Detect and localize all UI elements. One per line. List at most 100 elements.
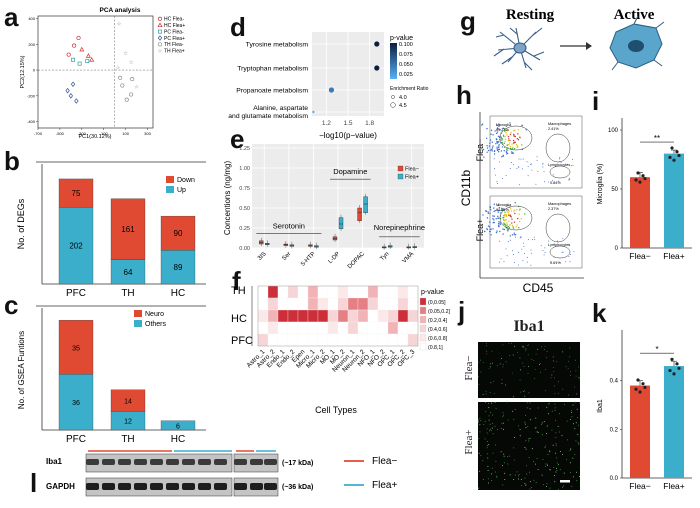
flow-event-dot xyxy=(544,252,546,254)
pca-scatter-chart: PCA analysis -700 -500 -300 -100 100 300 -400 -… xyxy=(20,7,185,140)
heatmap-legend-label: (0.6,0.8] xyxy=(428,336,448,342)
iba1-signal-dot xyxy=(543,421,545,423)
iba1-signal-dot xyxy=(493,381,495,383)
flow-event-dot xyxy=(496,142,499,144)
flow-event-dot xyxy=(510,208,512,210)
iba1-signal-dot xyxy=(551,429,553,431)
legend-label: Up xyxy=(177,187,186,194)
iba1-signal-dot xyxy=(509,474,511,476)
iba1-signal-dot xyxy=(569,347,571,349)
pca-point xyxy=(129,92,134,97)
iba1-signal-dot xyxy=(528,392,530,394)
flow-event-dot xyxy=(505,174,507,176)
flow-event-dot xyxy=(513,262,515,264)
flow-event-dot xyxy=(489,208,492,211)
flow-event-dot xyxy=(505,248,507,250)
iba1-signal-dot xyxy=(532,461,534,463)
iba1-signal-dot xyxy=(527,345,529,347)
iba1-signal-dot xyxy=(485,411,487,413)
iba1-signal-dot xyxy=(534,378,536,379)
heatmap-cell xyxy=(407,309,419,323)
pathway-colorbar-tick: 0.100 xyxy=(399,42,413,48)
flow-event-dot xyxy=(565,261,567,263)
box-ytick-label: 1.00 xyxy=(239,166,250,172)
iba1-signal-dot xyxy=(500,451,502,453)
iba1-signal-dot xyxy=(518,425,520,427)
panel-label-f: f xyxy=(232,266,241,296)
heatmap-cell xyxy=(387,297,399,311)
flow-event-dot xyxy=(530,264,532,266)
flow-event-dot xyxy=(482,214,484,216)
iba1-signal-dot xyxy=(505,384,507,386)
iba1-signal-dot xyxy=(502,412,504,414)
iba1-signal-dot xyxy=(493,393,495,394)
flow-event-dot xyxy=(487,212,490,215)
iba1-signal-dot xyxy=(529,471,531,473)
iba1-signal-dot xyxy=(501,382,503,384)
iba1-signal-dot xyxy=(505,361,507,363)
iba1-signal-dot xyxy=(540,423,542,425)
iba1-signal-dot xyxy=(571,410,573,412)
flow-event-dot xyxy=(511,151,513,153)
heatmap-cell xyxy=(267,285,279,299)
flow-event-dot xyxy=(514,212,516,215)
flow-event-dot xyxy=(494,167,496,169)
iba1-signal-dot xyxy=(496,365,498,366)
flow-event-dot xyxy=(496,146,498,148)
pca-point xyxy=(71,57,75,62)
flow-event-dot xyxy=(520,236,522,238)
iba1-signal-dot xyxy=(569,371,571,373)
band-gapdh xyxy=(182,483,195,490)
flow-event-dot xyxy=(569,179,571,181)
bottom-gate-lymphocytes-value: 0.61% xyxy=(550,261,561,265)
iba1-signal-dot xyxy=(529,481,531,483)
flow-event-dot xyxy=(542,166,544,168)
panel-label-d: d xyxy=(230,12,246,42)
flow-event-dot xyxy=(508,220,510,222)
box-ytick-label: 0.75 xyxy=(239,186,250,192)
iba1-signal-dot xyxy=(560,450,562,452)
flow-event-dot xyxy=(507,212,510,214)
data-point xyxy=(677,366,681,370)
iba1-signal-dot xyxy=(486,345,487,347)
heatmap-cell xyxy=(367,297,379,311)
pca-point: ☆ xyxy=(134,84,139,91)
pca-legend-marker: ☆ xyxy=(158,48,163,55)
flow-event-dot xyxy=(520,158,522,160)
band-iba1 xyxy=(166,459,179,465)
top-gate-macrophages-value: 2.41% xyxy=(548,127,559,131)
flow-event-dot xyxy=(506,130,509,132)
heatmap-cell xyxy=(307,321,319,335)
iba1-signal-dot xyxy=(513,478,515,480)
flow-event-dot xyxy=(522,158,524,160)
flow-event-dot xyxy=(508,224,511,226)
pca-legend-label: PC Flea+ xyxy=(164,36,185,42)
top-gate-microglia-label: Microglia xyxy=(496,123,512,127)
flow-event-dot xyxy=(491,148,493,151)
flow-event-dot xyxy=(503,219,506,222)
box-legend-label: Flea− xyxy=(405,167,419,173)
iba1-signal-dot xyxy=(555,437,557,439)
iba1-signal-dot xyxy=(535,427,537,429)
iba1-signal-dot xyxy=(554,475,556,477)
flow-event-dot xyxy=(506,134,508,136)
iba1-signal-dot xyxy=(523,346,525,348)
iba1-signal-dot xyxy=(483,424,485,426)
iba1-signal-dot xyxy=(541,346,543,348)
flow-event-dot xyxy=(498,225,500,228)
iba1-signal-dot xyxy=(486,428,488,430)
pca-point xyxy=(70,81,76,88)
pca-point xyxy=(89,57,95,62)
heatmap-cell xyxy=(257,321,269,335)
iba1-signal-dot xyxy=(526,407,528,409)
iba1-signal-dot xyxy=(513,437,515,439)
iba1-signal-dot xyxy=(488,402,490,404)
flow-event-dot xyxy=(486,127,488,130)
band-iba1 xyxy=(214,459,227,465)
flow-event-dot xyxy=(509,133,512,135)
iba1-signal-dot xyxy=(522,390,524,392)
iba1-signal-dot xyxy=(528,366,530,368)
flow-event-dot xyxy=(490,234,492,236)
iba1-signal-dot xyxy=(573,423,575,425)
flow-event-dot xyxy=(509,168,511,170)
